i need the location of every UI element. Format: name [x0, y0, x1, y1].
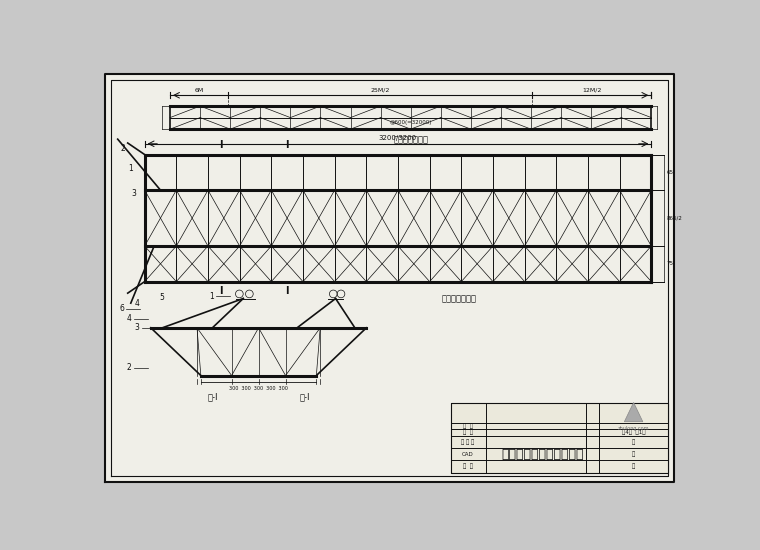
Text: 1: 1 [209, 292, 214, 301]
Text: I: I [285, 140, 288, 150]
Text: 866/2: 866/2 [667, 216, 682, 221]
Text: 5: 5 [159, 293, 164, 301]
Text: 监  理: 监 理 [463, 424, 473, 429]
Text: @600(=32000): @600(=32000) [389, 120, 432, 125]
Text: 300  300  300  300  300: 300 300 300 300 300 [230, 386, 288, 390]
Text: 1: 1 [128, 164, 133, 173]
Text: 2: 2 [121, 144, 125, 153]
Text: 6M: 6M [195, 88, 204, 93]
Text: 4: 4 [127, 314, 131, 323]
Text: 审  核: 审 核 [463, 430, 473, 435]
Text: zhulong.com: zhulong.com [618, 426, 649, 431]
Text: 2: 2 [127, 364, 131, 372]
Text: 75: 75 [667, 261, 673, 266]
Text: 剖-I: 剖-I [299, 393, 310, 402]
Text: 65: 65 [667, 170, 673, 175]
Text: 图: 图 [632, 464, 635, 469]
Bar [451, 403, 668, 472]
Text: 预制钢筋吊架结构施工图: 预制钢筋吊架结构施工图 [501, 448, 584, 460]
Text: 3: 3 [135, 323, 139, 332]
Text: 钢筋吊架俯视图: 钢筋吊架俯视图 [442, 294, 477, 303]
Text: I: I [285, 286, 288, 296]
Text: 日: 日 [632, 439, 635, 444]
Polygon shape [625, 403, 643, 422]
Text: 6: 6 [119, 304, 124, 313]
Text: 4: 4 [135, 299, 139, 307]
Text: I: I [219, 140, 223, 150]
Text: 12M/2: 12M/2 [582, 88, 601, 93]
Text: 3: 3 [131, 189, 136, 199]
Text: 共4张  第1张: 共4张 第1张 [622, 430, 645, 435]
Text: 设  计: 设 计 [463, 464, 473, 469]
Text: 3200/3200: 3200/3200 [379, 135, 417, 141]
Text: 25M/2: 25M/2 [370, 88, 390, 93]
Text: I: I [219, 286, 223, 296]
Text: 比: 比 [632, 452, 635, 457]
Text: CAD: CAD [462, 452, 474, 456]
Text: 钢筋吊架立视图: 钢筋吊架立视图 [393, 135, 428, 144]
Text: 剖-I: 剖-I [207, 393, 217, 402]
Text: 检 查 员: 检 查 员 [461, 439, 475, 444]
